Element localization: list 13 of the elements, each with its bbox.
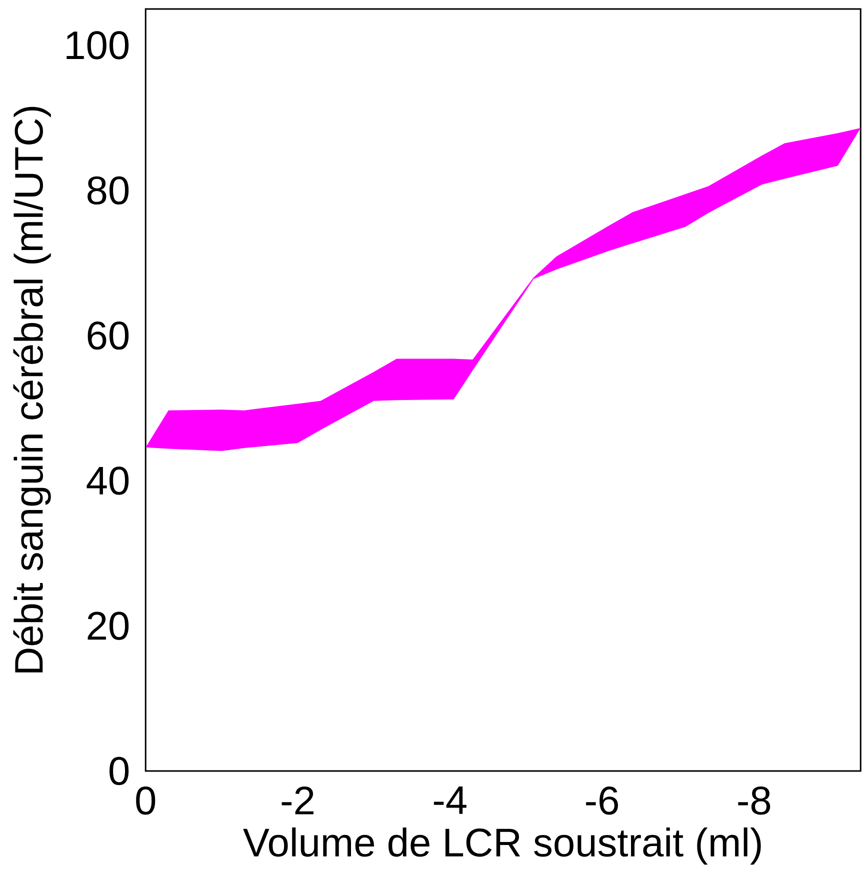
x-tick-label: -2 (282, 786, 314, 814)
y-tick-label: 20 (88, 612, 129, 640)
y-tick-label: 0 (110, 756, 129, 786)
y-tick-label: 100 (66, 31, 129, 60)
x-tick-label: 0 (136, 786, 156, 815)
x-tick-label: -6 (586, 786, 618, 815)
y-axis-title: Débit sanguin cérébral (ml/UTC) (13, 106, 52, 672)
x-tick-label: -8 (738, 786, 770, 815)
y-tick-label: 40 (86, 466, 129, 495)
x-axis-title: Volume de LCR soustrait (ml) (243, 827, 761, 865)
x-tick-label: -4 (434, 786, 467, 814)
y-tick-label: 60 (88, 321, 129, 350)
y-tick-label: 80 (88, 176, 129, 205)
